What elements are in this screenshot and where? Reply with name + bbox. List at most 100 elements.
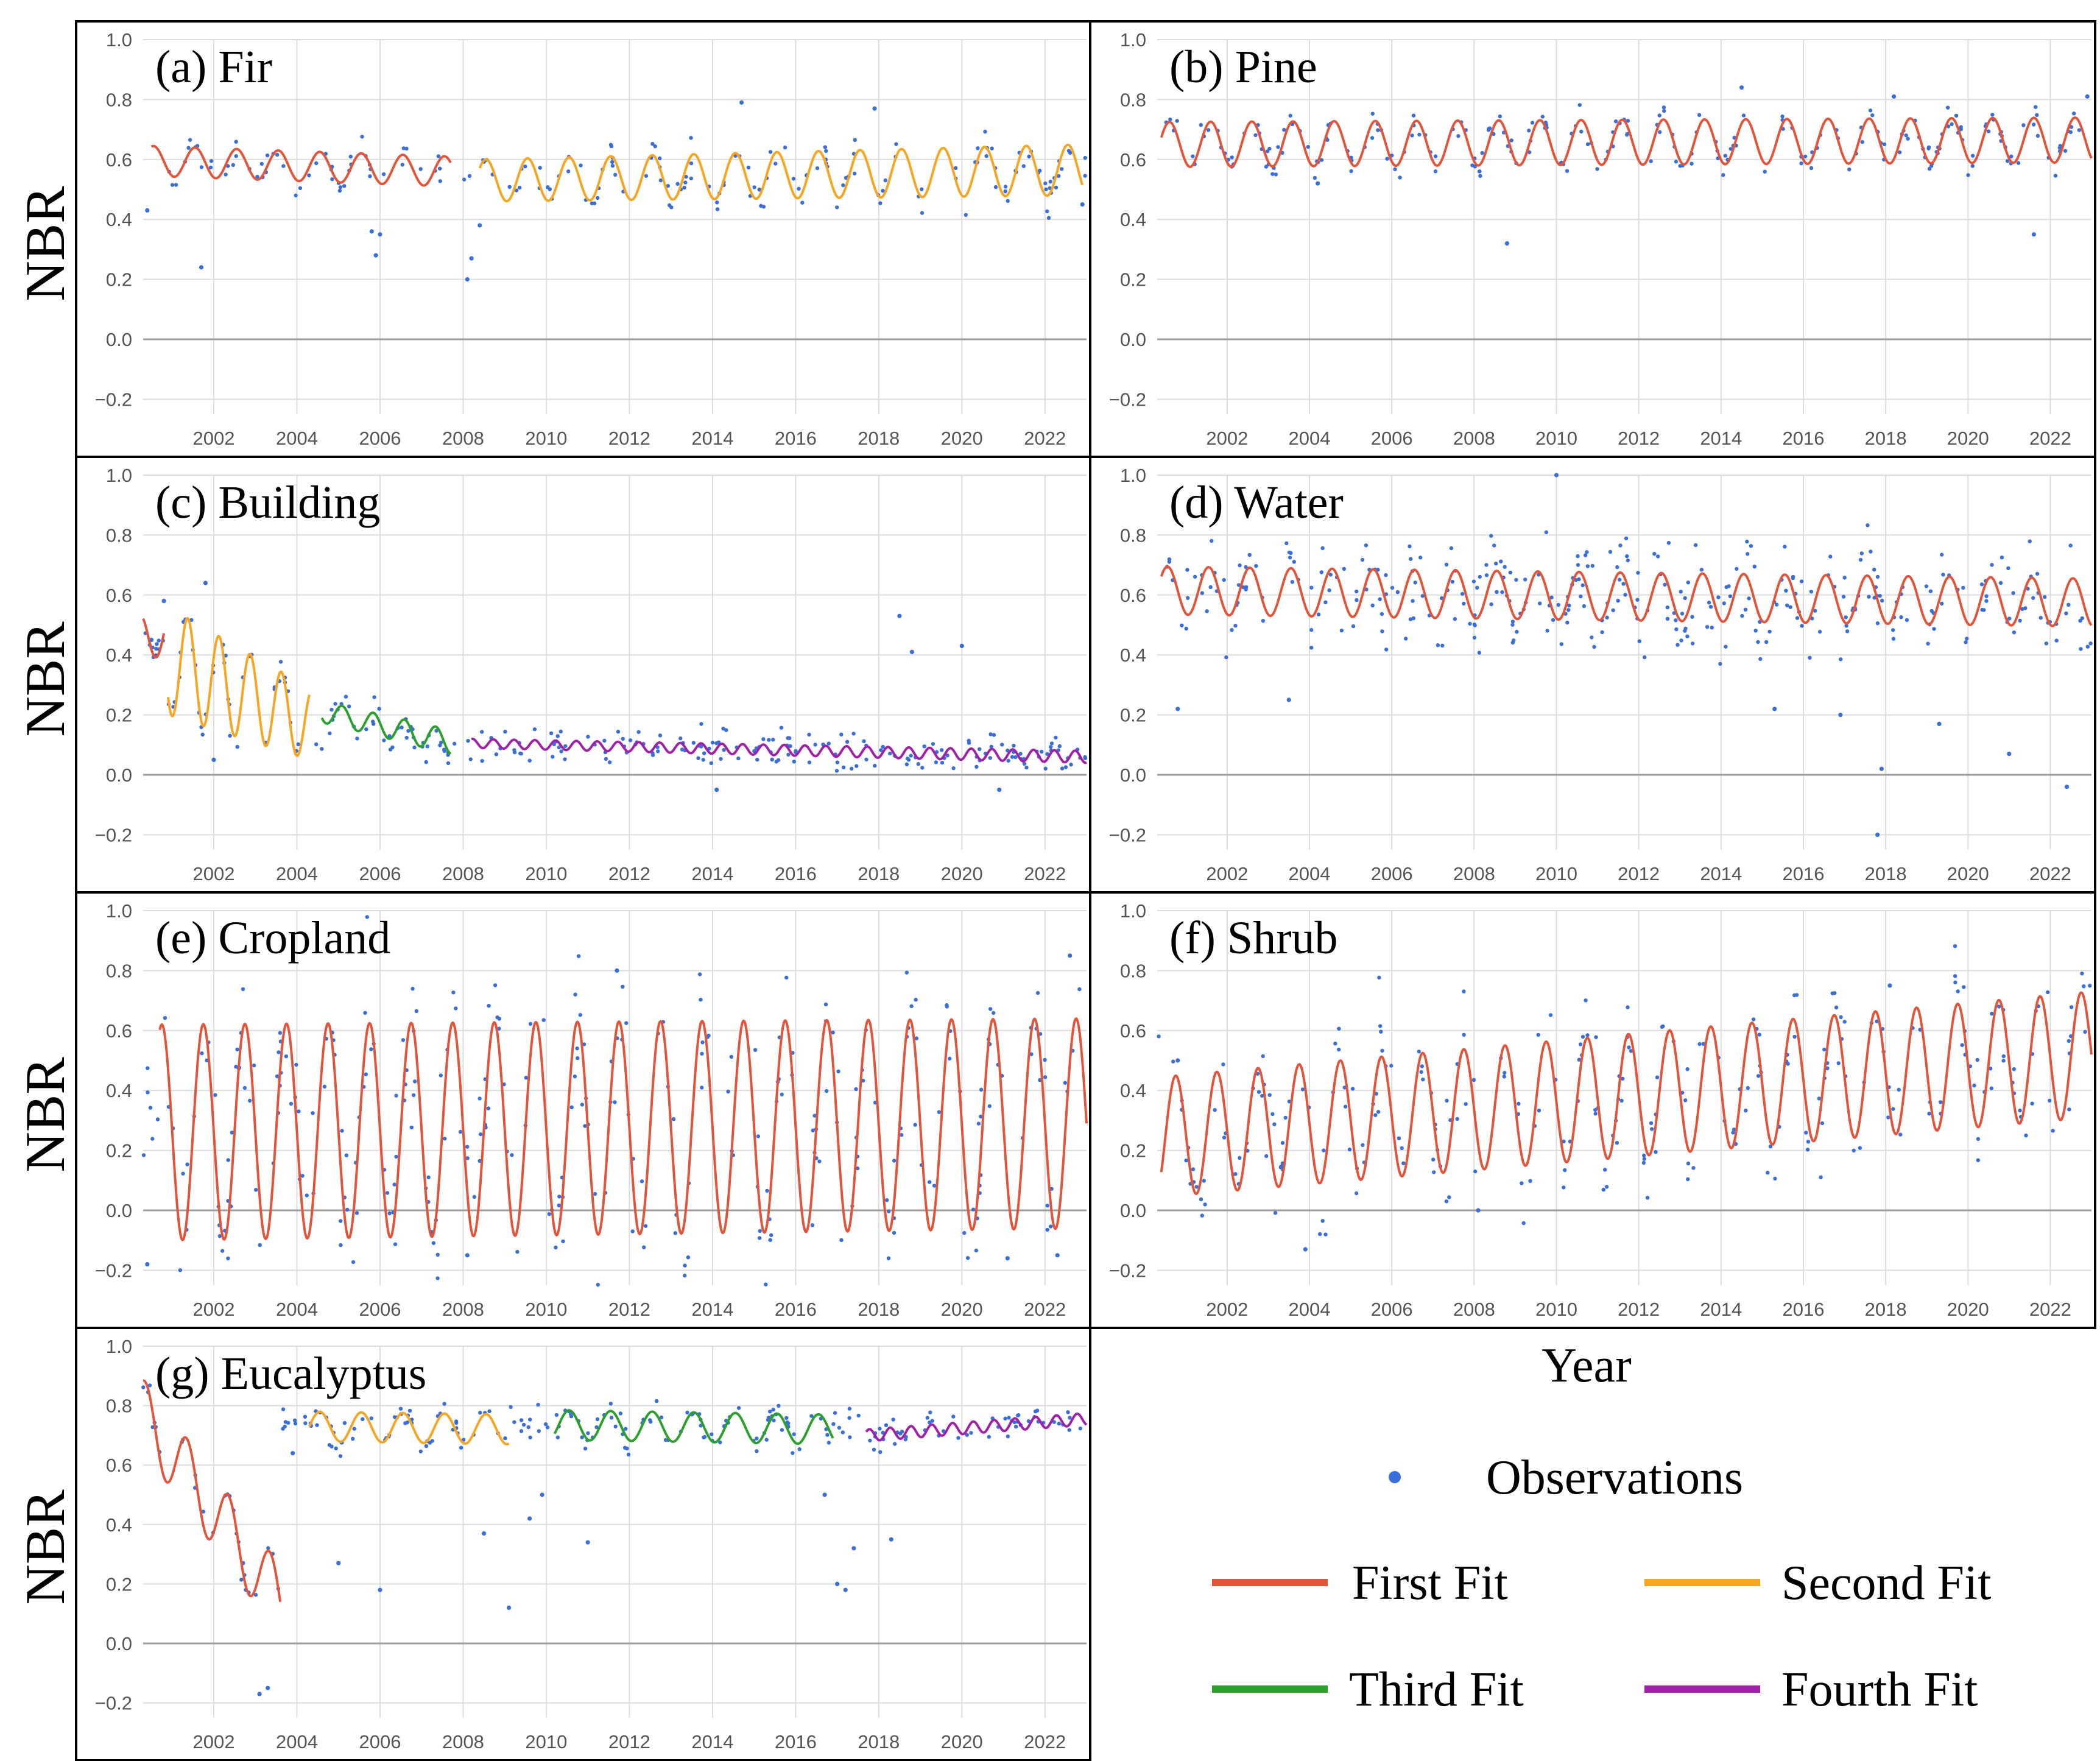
observation-point (1455, 1117, 1459, 1121)
x-tick-label: 2004 (276, 1299, 318, 1320)
observation-point (1716, 595, 1721, 599)
observation-point (1185, 568, 1189, 572)
observation-point (825, 1433, 830, 1437)
observation-point (381, 172, 386, 177)
observation-point (1256, 1090, 1261, 1094)
observation-point (2001, 1059, 2006, 1063)
observation-point (1613, 119, 1618, 124)
observation-point (217, 1234, 222, 1238)
observation-point (536, 1403, 540, 1407)
observation-point (1057, 1421, 1062, 1426)
observation-point (344, 1153, 349, 1157)
observation-point (1623, 593, 1627, 597)
observation-point (872, 1447, 876, 1452)
observation-point (1690, 641, 1695, 646)
observation-point (1370, 136, 1375, 140)
observation-point (602, 738, 607, 743)
observation-point (987, 1435, 992, 1439)
observation-point (862, 739, 866, 744)
observation-point (1157, 1034, 1161, 1039)
legend-third-fit-label: Third Fit (1349, 1663, 1524, 1717)
observation-point (1929, 164, 1934, 168)
observation-point (199, 265, 204, 270)
observation-point (235, 1047, 239, 1052)
y-tick-label: 0.2 (106, 1140, 132, 1162)
observation-point (1615, 565, 1619, 570)
x-tick-label: 2006 (1371, 1299, 1413, 1320)
observation-point (1339, 628, 1344, 633)
observation-point (892, 1230, 897, 1235)
x-tick-label: 2012 (1618, 428, 1660, 449)
y-tick-label: 0.2 (1120, 705, 1146, 726)
observation-point (540, 1492, 544, 1497)
x-tick-label: 2020 (941, 428, 983, 449)
observation-point (1953, 974, 1957, 978)
observation-point (618, 1411, 622, 1416)
observation-point (1577, 577, 1581, 582)
observation-point (1950, 122, 1954, 126)
observation-point (561, 1239, 565, 1244)
observation-point (443, 1137, 447, 1141)
observation-point (1928, 589, 1933, 593)
observation-point (1306, 145, 1310, 149)
observation-point (810, 1223, 815, 1227)
observation-point (1411, 616, 1415, 621)
observation-point (2016, 161, 2021, 165)
observation-point (1839, 1015, 1843, 1020)
observation-point (186, 146, 191, 150)
observation-point (1838, 713, 1843, 718)
panel-frame (75, 1327, 1091, 1761)
observation-point (163, 1016, 167, 1020)
observation-point (757, 188, 762, 192)
observation-point (478, 1411, 482, 1415)
x-tick-label: 2006 (359, 863, 401, 884)
second-fit-line (166, 616, 311, 757)
observation-point (879, 748, 883, 752)
observation-point (431, 1241, 436, 1245)
observation-point (1592, 644, 1596, 649)
observation-point (1649, 1121, 1654, 1126)
observation-point (1643, 655, 1647, 660)
observation-point (1049, 745, 1053, 749)
panel-title: (d) Water (1169, 477, 1344, 528)
observation-point (851, 732, 856, 736)
observation-point (1860, 139, 1864, 144)
observation-point (1508, 570, 1513, 575)
observation-point (1057, 744, 1062, 749)
observation-point (412, 745, 417, 750)
observation-point (696, 756, 700, 760)
x-tick-label: 2018 (858, 428, 900, 449)
observation-point (813, 743, 817, 747)
y-tick-label: 1.0 (1120, 900, 1146, 922)
observation-point (1626, 558, 1630, 563)
observation-point (2085, 94, 2090, 99)
observation-point (387, 734, 392, 738)
observation-point (710, 740, 715, 745)
observation-point (314, 742, 319, 747)
observation-point (925, 1416, 929, 1420)
observation-point (774, 760, 778, 764)
observation-point (1663, 582, 1667, 587)
observation-point (1799, 161, 1803, 166)
observation-point (779, 725, 784, 730)
x-tick-label: 2012 (1618, 863, 1660, 884)
observation-point (984, 154, 988, 158)
observation-point (373, 253, 378, 258)
observation-point (569, 1105, 574, 1110)
x-tick-label: 2004 (276, 1731, 318, 1752)
observation-point (1728, 594, 1733, 598)
observation-point (2051, 1129, 2055, 1133)
observation-point (1833, 991, 1837, 995)
y-tick-label: 0.6 (1120, 149, 1146, 171)
observation-point (1184, 1158, 1188, 1163)
observation-point (1953, 980, 1957, 985)
y-tick-label: 0.6 (106, 149, 132, 171)
observation-point (563, 744, 568, 749)
observation-point (146, 1066, 150, 1070)
observation-point (537, 1429, 541, 1433)
x-tick-label: 2010 (1535, 863, 1577, 884)
observation-point (2068, 543, 2073, 548)
observation-point (410, 987, 415, 991)
observation-point (1739, 85, 1744, 90)
observation-point (823, 1002, 828, 1007)
